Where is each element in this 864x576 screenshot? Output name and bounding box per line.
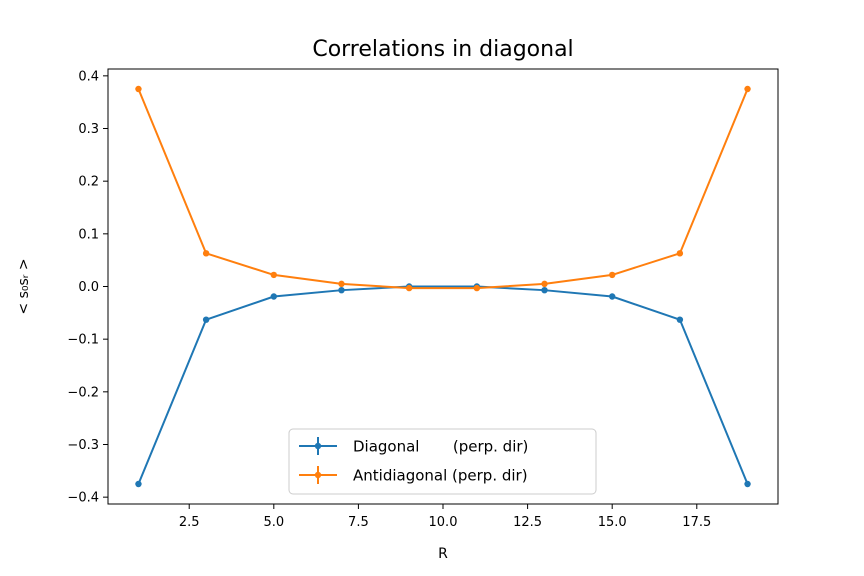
y-tick-label: 0.4	[78, 69, 99, 84]
legend-label: Diagonal (perp. dir)	[353, 438, 528, 456]
y-axis: 0.4 0.3 0.2 0.1 0.0 −0.1 −0.2 −0.3 −0.4	[67, 69, 108, 506]
data-point	[473, 284, 481, 292]
data-point	[676, 316, 684, 323]
x-tick-label: 7.5	[348, 515, 369, 530]
data-point	[608, 271, 616, 279]
data-point	[541, 280, 548, 288]
y-tick-label: 0.0	[78, 280, 99, 295]
legend: Diagonal (perp. dir) Antidiagonal (perp. …	[288, 428, 597, 495]
series-line-1	[137, 88, 749, 290]
x-axis: 2.5 5.0 7.5 10.0 12.5 15.0 17.5	[179, 504, 711, 530]
data-point	[744, 85, 751, 93]
data-point	[676, 250, 684, 257]
data-point	[202, 250, 210, 257]
data-point	[608, 293, 616, 300]
y-tick-label: 0.3	[78, 122, 99, 137]
data-point	[202, 316, 210, 323]
data-point	[744, 480, 751, 488]
y-tick-label: 0.1	[78, 227, 99, 242]
data-point	[338, 286, 345, 294]
data-point	[270, 293, 278, 300]
y-tick-label: −0.3	[67, 438, 99, 453]
x-tick-label: 10.0	[429, 515, 458, 530]
legend-marker-icon	[314, 471, 322, 479]
data-point	[135, 480, 142, 488]
legend-label: Antidiagonal (perp. dir)	[353, 467, 528, 485]
data-point	[135, 85, 142, 93]
x-tick-label: 2.5	[179, 515, 200, 530]
y-axis-label: < s₀sᵣ >	[16, 258, 32, 314]
plot-area	[135, 85, 751, 488]
x-tick-label: 17.5	[682, 515, 711, 530]
legend-box	[288, 428, 597, 495]
data-point	[270, 271, 278, 279]
data-point	[541, 286, 548, 294]
data-point	[338, 280, 345, 288]
series-line-0	[137, 285, 749, 485]
x-tick-label: 5.0	[263, 515, 284, 530]
legend-marker-icon	[314, 442, 322, 450]
chart-title: Correlations in diagonal	[312, 37, 573, 62]
y-tick-label: −0.4	[67, 491, 99, 506]
x-tick-label: 12.5	[513, 515, 542, 530]
data-point	[405, 284, 413, 292]
y-tick-label: 0.2	[78, 175, 99, 190]
x-tick-label: 15.0	[598, 515, 627, 530]
x-axis-label: R	[438, 546, 448, 562]
y-tick-label: −0.2	[67, 385, 99, 400]
y-tick-label: −0.1	[67, 333, 99, 348]
